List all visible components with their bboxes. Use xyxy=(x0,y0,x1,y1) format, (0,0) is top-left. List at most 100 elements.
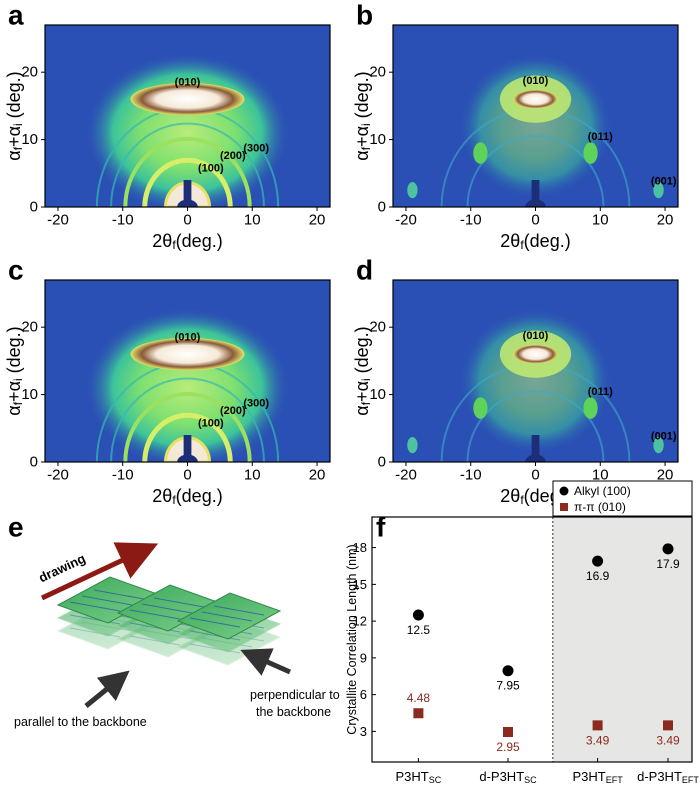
peak-annotation: (011) xyxy=(588,131,613,143)
polymer-chain xyxy=(213,605,265,616)
x-tick-label: -20 xyxy=(395,467,417,484)
y-axis-label: αf+αi (deg.) xyxy=(352,71,373,160)
polymer-chain xyxy=(141,603,193,614)
y-tick-label: 0 xyxy=(30,199,38,216)
peak-011 xyxy=(583,397,598,419)
text-part: α xyxy=(352,150,372,160)
polymer-chain xyxy=(93,589,145,600)
y-tick-label: 0 xyxy=(30,454,38,471)
beam-stop xyxy=(531,180,540,207)
subscript: EFT xyxy=(606,775,624,785)
diagram-e: e drawing parallel to the backbone perpe… xyxy=(8,512,340,730)
y-tick-label: 18 xyxy=(353,540,367,555)
y-tick-label: 15 xyxy=(353,577,367,592)
x-tick-label: 10 xyxy=(244,467,261,484)
heatmap xyxy=(393,25,678,207)
x-tick-label: -10 xyxy=(460,212,482,229)
y-axis-label: Crystallite Correlation Length (nm) xyxy=(345,544,359,734)
x-tick-label: -20 xyxy=(47,212,69,229)
y-tick-label: 10 xyxy=(369,131,386,148)
y-tick-label: 10 xyxy=(21,386,38,403)
value-label: 7.95 xyxy=(496,679,520,693)
peak-annotation: (300) xyxy=(243,142,269,154)
faint-ring xyxy=(466,135,605,207)
y-axis-label: αf+αi (deg.) xyxy=(4,71,25,160)
text-part: (deg.) xyxy=(4,326,24,378)
peak-010 xyxy=(130,337,245,371)
x-tick-label: 10 xyxy=(244,212,261,229)
peak-annotation: (010) xyxy=(175,331,201,343)
left-caption: parallel to the backbone xyxy=(14,715,147,729)
y-tick-label: 0 xyxy=(378,199,386,216)
subscript: f xyxy=(359,146,373,150)
x-tick-label: -10 xyxy=(112,467,134,484)
legend-marker xyxy=(559,486,569,496)
panel-label: f xyxy=(376,512,386,543)
plot-frame xyxy=(371,516,693,763)
x-tick-label: 0 xyxy=(183,212,191,229)
text-part: +α xyxy=(4,381,24,402)
subscript: i xyxy=(359,123,373,126)
value-label: 17.9 xyxy=(656,557,680,571)
beam-stop-base xyxy=(525,454,546,462)
y-tick-label: 9 xyxy=(360,650,367,665)
heatmap xyxy=(45,25,330,207)
subscript: f xyxy=(172,238,176,252)
value-label: 2.95 xyxy=(496,740,520,754)
subscript: f xyxy=(11,401,25,405)
beam-stop-base xyxy=(177,199,198,207)
text-part: +α xyxy=(352,381,372,402)
legend-label: Alkyl (100) xyxy=(574,484,631,498)
beam-stop xyxy=(531,435,540,462)
y-tick-label: 6 xyxy=(360,687,367,702)
peak-annotation: (011) xyxy=(588,386,613,398)
polymer-chain xyxy=(153,597,205,608)
beam-stop-base xyxy=(177,454,198,462)
subscript: f xyxy=(11,146,25,150)
text-part: P3HT xyxy=(396,769,429,784)
x-tick-label: 20 xyxy=(657,467,674,484)
polymer-chain xyxy=(129,609,181,620)
faint-ring xyxy=(466,390,605,462)
y-tick-label: 20 xyxy=(21,319,38,336)
film-layers xyxy=(56,576,282,666)
polymer-chain xyxy=(69,601,121,612)
film-sheet xyxy=(176,592,282,640)
peak-annotation: (100) xyxy=(198,163,224,175)
value-label: 4.48 xyxy=(407,691,431,705)
x-tick-label: 10 xyxy=(592,212,609,229)
subscript: i xyxy=(11,123,25,126)
faint-ring xyxy=(110,377,265,462)
peak-010 xyxy=(513,344,558,364)
y-axis-label: αf+αi (deg.) xyxy=(4,326,25,415)
peak-001 xyxy=(653,182,664,199)
polymer-chain xyxy=(69,614,121,625)
x-tick-label: 10 xyxy=(592,467,609,484)
x-tick-label: P3HTEFT xyxy=(572,769,623,786)
panel-label: d xyxy=(356,255,373,286)
x-tick-label: P3HTSC xyxy=(396,769,442,786)
polymer-chain xyxy=(129,622,181,633)
parallel-arrow xyxy=(84,670,130,708)
x-tick-label: 0 xyxy=(183,467,191,484)
beam-stop xyxy=(183,180,192,207)
subscript: i xyxy=(11,378,25,381)
text-part: (deg.) xyxy=(524,231,571,251)
diffraction-ring xyxy=(142,412,233,462)
text-part: d-P3HT xyxy=(479,769,524,784)
subscript: i xyxy=(359,378,373,381)
scattering-halo xyxy=(457,51,614,201)
peak-001 xyxy=(407,437,418,454)
text-part: α xyxy=(352,405,372,415)
value-label: 3.49 xyxy=(586,733,610,747)
subscript: EFT xyxy=(682,775,700,785)
drawing-arrow xyxy=(40,542,159,601)
panel-label: a xyxy=(8,0,24,31)
scattering-halo xyxy=(457,306,614,456)
subscript: f xyxy=(520,493,524,507)
x-tick-label: 20 xyxy=(657,212,674,229)
text-part: +α xyxy=(352,126,372,147)
x-tick-label: 20 xyxy=(309,467,326,484)
panel-label: b xyxy=(356,0,373,31)
text-part: α xyxy=(4,405,24,415)
